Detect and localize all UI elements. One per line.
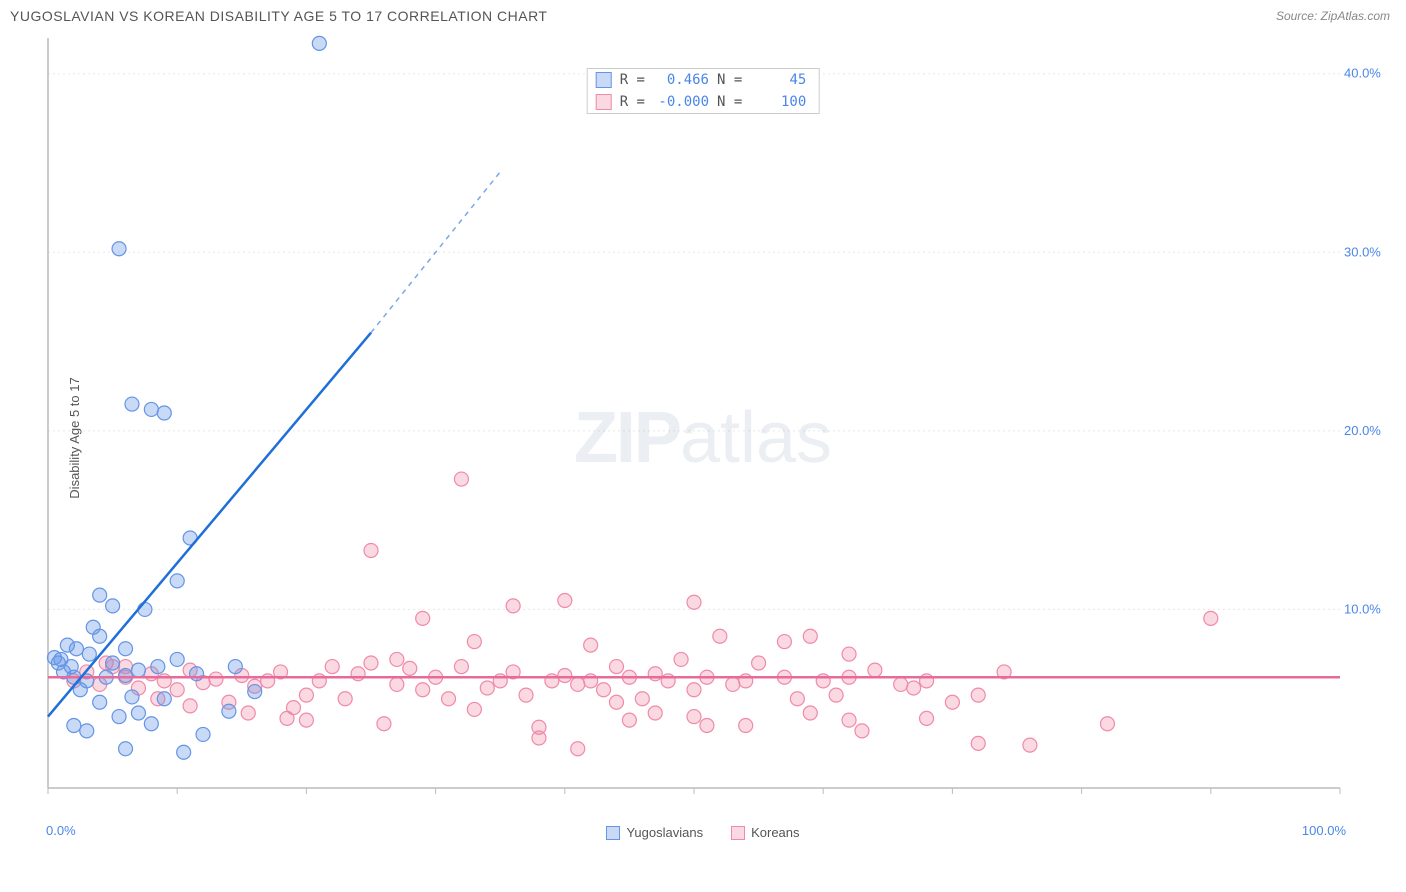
legend-swatch-koreans (731, 826, 745, 840)
stats-box: R = 0.466 N = 45 R = -0.000 N = 100 (587, 68, 820, 114)
chart-header: YUGOSLAVIAN VS KOREAN DISABILITY AGE 5 T… (0, 0, 1406, 28)
stats-n-label-2: N = (717, 94, 742, 110)
chart-area: Disability Age 5 to 17 10.0% 20.0% 30.0% 40… (0, 28, 1406, 848)
stats-row-koreans: R = -0.000 N = 100 (588, 91, 819, 113)
stats-n-value-1: 45 (750, 72, 806, 88)
legend-item-yugoslavians: Yugoslavians (606, 825, 703, 840)
scatter-chart-svg: 10.0% 20.0% 30.0% 40.0% (0, 28, 1406, 818)
stats-r-label-1: R = (620, 72, 645, 88)
stats-swatch-yugoslavians (596, 72, 612, 88)
stats-r-value-2: -0.000 (653, 94, 709, 110)
stats-n-value-2: 100 (750, 94, 806, 110)
legend-swatch-yugoslavians (606, 826, 620, 840)
svg-text:20.0%: 20.0% (1344, 423, 1381, 438)
stats-row-yugoslavians: R = 0.466 N = 45 (588, 69, 819, 91)
bottom-legend: Yugoslavians Koreans (0, 825, 1406, 840)
stats-r-value-1: 0.466 (653, 72, 709, 88)
svg-text:30.0%: 30.0% (1344, 244, 1381, 259)
legend-item-koreans: Koreans (731, 825, 799, 840)
stats-n-label-1: N = (717, 72, 742, 88)
y-axis-label: Disability Age 5 to 17 (67, 377, 82, 498)
legend-label-yugoslavians: Yugoslavians (626, 825, 703, 840)
stats-swatch-koreans (596, 94, 612, 110)
svg-text:10.0%: 10.0% (1344, 601, 1381, 616)
svg-text:40.0%: 40.0% (1344, 66, 1381, 81)
chart-source: Source: ZipAtlas.com (1276, 9, 1390, 23)
chart-title: YUGOSLAVIAN VS KOREAN DISABILITY AGE 5 T… (10, 8, 548, 24)
stats-r-label-2: R = (620, 94, 645, 110)
legend-label-koreans: Koreans (751, 825, 799, 840)
